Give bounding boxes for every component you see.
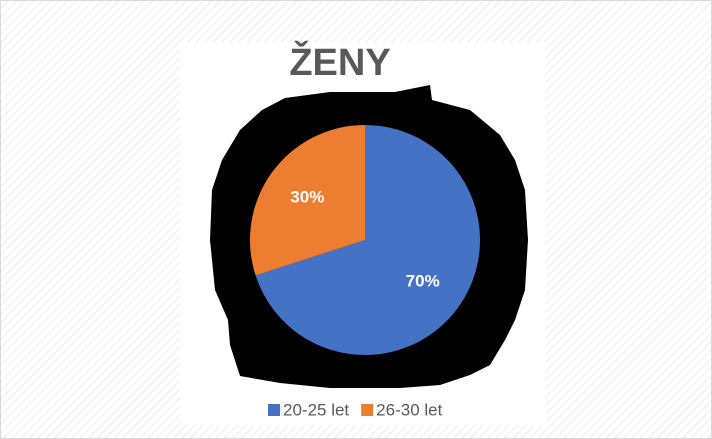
pie-slice: [250, 125, 365, 276]
legend-swatch: [268, 404, 280, 416]
data-label: 30%: [290, 188, 324, 207]
data-label: 70%: [406, 271, 440, 290]
legend-swatch: [361, 404, 374, 416]
pie-slice: [255, 125, 480, 355]
legend-label: 26-30 let: [376, 400, 442, 419]
legend-label: 20-25 let: [283, 400, 349, 419]
chart-title: ŽENY: [289, 40, 390, 84]
